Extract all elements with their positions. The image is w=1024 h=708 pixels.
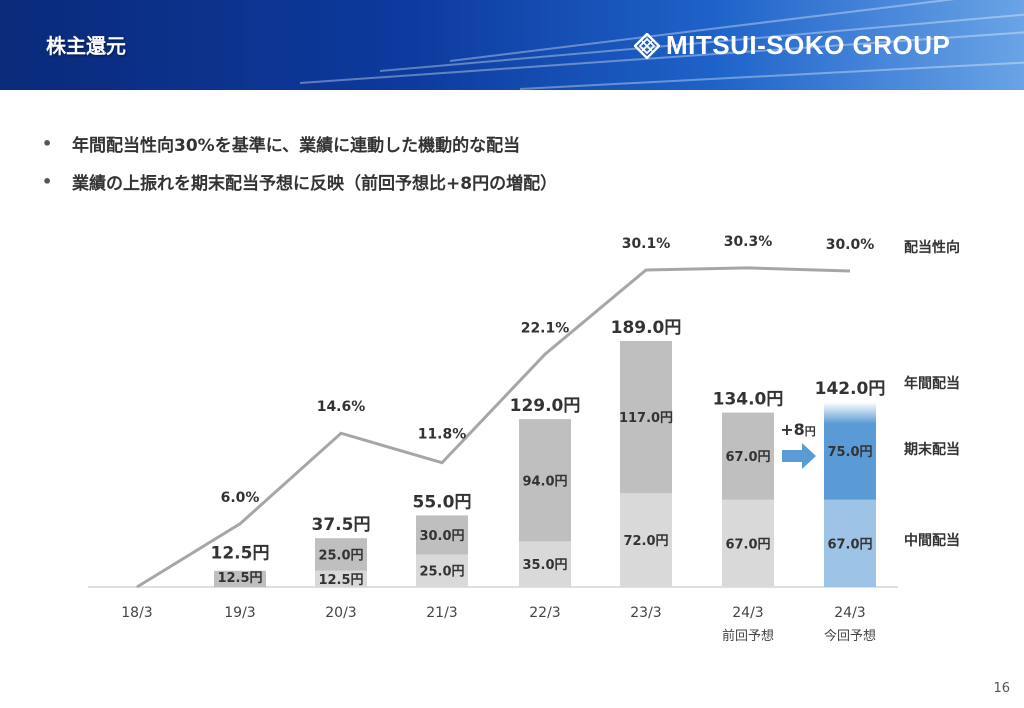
bar-final-label: 25.0円 — [318, 548, 363, 563]
bar-total-label: 142.0円 — [815, 379, 886, 399]
header-banner: 株主還元 MITSUI-SOKO GROUP — [0, 0, 1024, 90]
x-tick-label: 24/3 — [834, 605, 865, 621]
payout-ratio-line — [136, 266, 851, 589]
logo-text: MITSUI-SOKO GROUP — [666, 30, 951, 60]
payout-ratio-label: 30.3% — [724, 234, 773, 250]
x-tick-label: 20/3 — [325, 605, 356, 621]
payout-ratio-label: 22.1% — [521, 320, 570, 336]
x-tick-label: 19/3 — [224, 605, 255, 621]
bar-final-label: 67.0円 — [725, 450, 770, 465]
bar-interim — [722, 499, 774, 587]
x-tick-sublabel: 前回予想 — [722, 628, 774, 644]
bar-interim-label: 12.5円 — [318, 573, 363, 588]
bullet-text: 年間配当性向30%を基準に、業績に連動した機動的な配当 — [72, 135, 521, 156]
legend-label: 配当性向 — [904, 239, 960, 256]
bar-interim-label: 35.0円 — [522, 558, 567, 573]
bullet-item: • 年間配当性向30%を基準に、業績に連動した機動的な配当 — [42, 124, 557, 162]
payout-ratio-label: 11.8% — [418, 427, 467, 443]
bar-final-label: 75.0円 — [827, 445, 872, 460]
bar-final — [416, 515, 468, 555]
bar-final — [214, 570, 266, 587]
x-tick-label: 21/3 — [426, 605, 457, 621]
bar-total-label: 55.0円 — [413, 492, 472, 512]
bar-interim — [824, 499, 876, 587]
bar-interim-label: 67.0円 — [725, 537, 770, 552]
x-tick-label: 18/3 — [121, 605, 152, 621]
bullet-text: 業績の上振れを期末配当予想に反映（前回予想比+8円の増配） — [72, 173, 558, 194]
legend-label: 中間配当 — [904, 532, 960, 549]
bullet-dot-icon: • — [42, 171, 53, 191]
payout-ratio-label: 30.1% — [622, 236, 671, 252]
bar-total-label: 129.0円 — [510, 396, 581, 416]
legend-label: 年間配当 — [904, 375, 960, 392]
payout-ratio-label: 30.0% — [826, 237, 875, 253]
x-tick-label: 22/3 — [529, 605, 560, 621]
logo-icon — [634, 32, 660, 59]
bar-interim — [416, 554, 468, 587]
bar-final — [824, 402, 876, 500]
x-tick-label: 24/3 — [732, 605, 763, 621]
increase-annotation-unit: 円 — [805, 425, 816, 438]
bar-total-label: 37.5円 — [312, 515, 371, 535]
bar-interim-label: 72.0円 — [623, 534, 668, 549]
company-logo: MITSUI-SOKO GROUP — [634, 30, 950, 61]
legend-label: 期末配当 — [904, 441, 960, 458]
bullet-item: • 業績の上振れを期末配当予想に反映（前回予想比+8円の増配） — [42, 162, 557, 200]
page-title: 株主還元 — [46, 34, 126, 58]
bar-final-label: 117.0円 — [619, 411, 673, 426]
bar-interim-label: 25.0円 — [419, 565, 464, 580]
bar-final — [620, 341, 672, 494]
bar-total-label: 12.5円 — [211, 544, 270, 564]
bar-final — [722, 412, 774, 500]
bar-final-label: 94.0円 — [522, 474, 567, 489]
x-tick-sublabel: 今回予想 — [824, 628, 876, 644]
bar-total-label: 134.0円 — [713, 390, 784, 410]
increase-arrow-icon — [782, 443, 816, 469]
dividend-chart: 18/3 12.5円 12.5円 19/3 12.5円 25.0円 37.5円 20/3 25.… — [88, 234, 960, 644]
bar-final-label: 30.0円 — [419, 529, 464, 544]
bullet-list: • 年間配当性向30%を基準に、業績に連動した機動的な配当 • 業績の上振れを期… — [42, 124, 557, 200]
bar-interim-label: 67.0円 — [827, 537, 872, 552]
payout-ratio-label: 14.6% — [317, 399, 366, 415]
bar-interim — [315, 570, 367, 587]
bullet-dot-icon: • — [42, 133, 53, 153]
page-number: 16 — [993, 681, 1010, 696]
bar-final — [519, 419, 571, 542]
x-tick-label: 23/3 — [630, 605, 661, 621]
bar-final-label: 12.5円 — [217, 571, 262, 586]
bar-total-label: 189.0円 — [611, 318, 682, 338]
bar-final — [315, 538, 367, 571]
payout-ratio-label: 6.0% — [221, 490, 260, 506]
increase-annotation: +8円 — [780, 420, 816, 439]
bar-interim — [519, 541, 571, 587]
bar-interim — [620, 493, 672, 587]
